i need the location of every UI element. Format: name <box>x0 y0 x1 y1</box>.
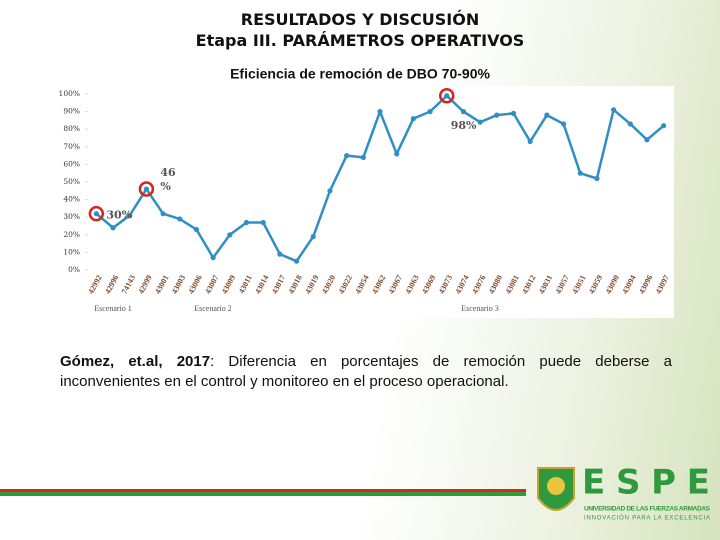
data-point <box>527 138 533 145</box>
data-point <box>510 110 517 116</box>
group-label: Escenario 2 <box>194 304 232 313</box>
stripe <box>0 492 526 496</box>
data-point <box>560 121 567 127</box>
data-point <box>460 109 467 115</box>
chart-title: Eficiencia de remoción de DBO 70-90% <box>230 66 490 82</box>
data-point <box>594 175 600 182</box>
y-tick-label: 50% <box>63 177 80 186</box>
logo-line2: INNOVACIÓN PARA LA EXCELENCIA <box>584 515 710 522</box>
group-label: Escenario 3 <box>461 304 499 313</box>
data-point <box>193 226 200 233</box>
data-point <box>394 151 400 157</box>
data-point <box>661 123 667 129</box>
highlight-ring <box>138 181 155 197</box>
y-tick-label: 80% <box>63 124 80 133</box>
data-point <box>127 212 133 219</box>
logo-emblem <box>547 477 565 495</box>
logo-line1: UNIVERSIDAD DE LAS FUERZAS ARMADAS <box>584 506 711 513</box>
logo: ESPE UNIVERSIDAD DE LAS FUERZAS ARMADAS … <box>537 463 711 522</box>
chart-area <box>60 86 674 318</box>
data-point <box>110 225 116 231</box>
data-point <box>544 112 550 118</box>
data-point <box>477 119 483 125</box>
annotation: 46% <box>160 166 176 193</box>
caption: Gómez, et.al, 2017: Diferencia en porcen… <box>60 352 672 392</box>
chart: Eficiencia de remoción de DBO 70-90% 0% 1… <box>58 65 674 318</box>
highlight-ring <box>438 88 455 104</box>
y-tick-label: 0% <box>68 265 80 274</box>
data-point <box>577 170 583 176</box>
data-point <box>227 232 233 238</box>
data-point <box>93 211 99 217</box>
slide-title: RESULTADOS Y DISCUSIÓN <box>240 10 480 29</box>
data-point <box>310 233 316 240</box>
annotation-line: 46 <box>160 166 176 179</box>
group-label: Escenario 1 <box>94 304 132 313</box>
caption-text: : Diferencia en porcentajes de remoción … <box>60 353 672 390</box>
data-point <box>644 137 650 143</box>
data-point <box>143 186 149 192</box>
data-point <box>277 251 283 257</box>
data-point <box>177 216 183 222</box>
data-point <box>427 109 433 115</box>
annotation-line: % <box>160 180 171 193</box>
data-point <box>611 107 617 113</box>
y-tick-label: 20% <box>63 230 80 239</box>
stripe <box>0 489 526 492</box>
data-point <box>243 219 250 226</box>
data-point <box>410 116 416 122</box>
caption-author: Gómez, et.al, 2017 <box>60 353 211 370</box>
annotation: 98% <box>451 119 477 132</box>
y-tick-label: 100% <box>59 89 80 98</box>
data-point <box>494 112 500 118</box>
slide-subtitle: Etapa III. PARÁMETROS OPERATIVOS <box>195 31 525 50</box>
annotation: 30% <box>106 209 132 222</box>
data-point <box>344 153 350 159</box>
data-point <box>160 211 166 217</box>
y-tick-label: 90% <box>63 107 80 116</box>
data-point <box>627 121 633 127</box>
data-point <box>377 109 383 115</box>
data-point <box>210 255 216 261</box>
data-point <box>293 258 300 264</box>
y-tick-label: 10% <box>63 247 80 256</box>
data-point <box>444 93 450 99</box>
y-tick-label: 40% <box>63 195 80 204</box>
data-point <box>327 188 333 194</box>
y-tick-label: 60% <box>63 159 80 168</box>
highlight-ring <box>88 205 105 222</box>
logo-name: ESPE <box>582 463 710 503</box>
data-point <box>260 219 266 226</box>
data-point <box>360 154 366 160</box>
y-tick-label: 70% <box>63 142 80 151</box>
y-tick-label: 30% <box>63 212 80 221</box>
